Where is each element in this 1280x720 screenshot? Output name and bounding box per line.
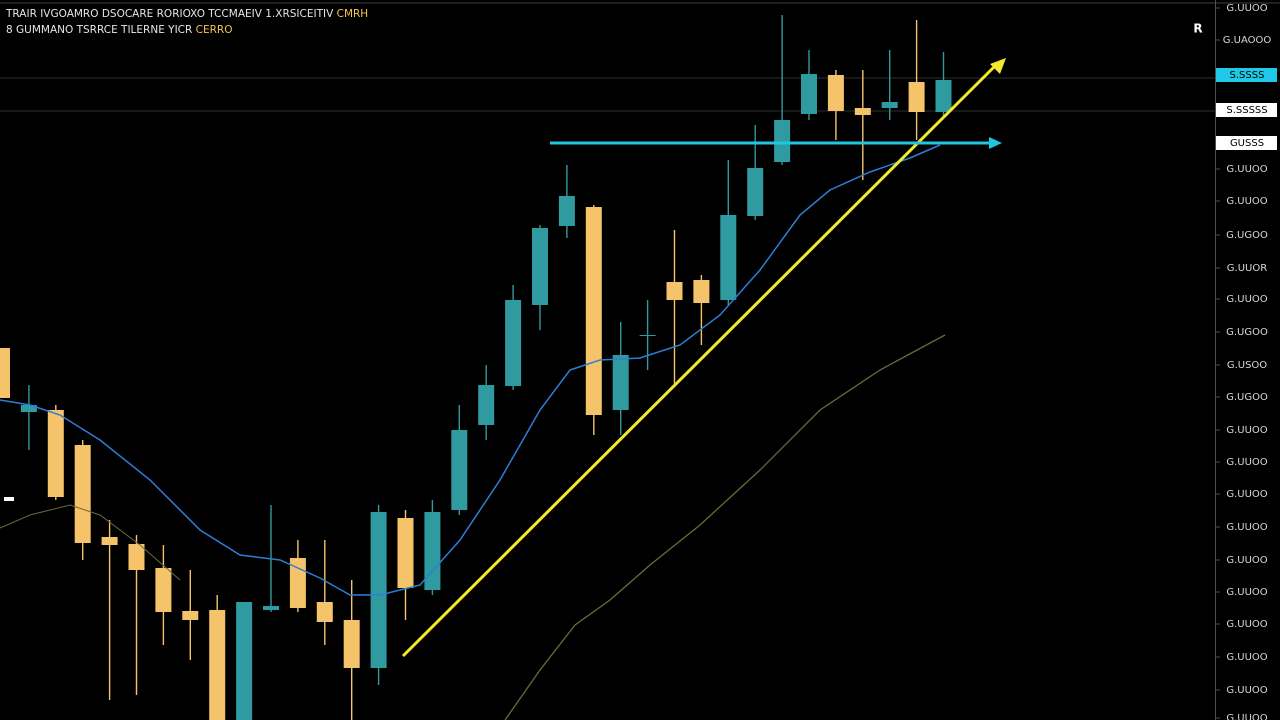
y-tick-label: G.UUOO: [1226, 489, 1267, 500]
candle-body: [801, 74, 817, 114]
y-tick-label: G.UUOO: [1226, 294, 1267, 305]
subtitle-highlight: CERRO: [196, 24, 233, 36]
candle-body: [370, 512, 387, 668]
candle-body: [585, 207, 602, 415]
y-tick-label: G.UUOO: [1226, 196, 1267, 207]
trend-arrow-head: [990, 58, 1006, 74]
marker: [4, 497, 14, 501]
candle-body: [505, 300, 522, 386]
moving-average-slow: [0, 504, 181, 581]
candle-body: [424, 512, 441, 590]
candle-body: [316, 602, 333, 622]
candle-body: [666, 282, 683, 300]
candle-body: [693, 280, 710, 303]
candle-body: [639, 335, 656, 336]
subtitle-text: 8 GUMMANO TSRRCE TILERNE YICR: [6, 24, 192, 36]
icon[interactable]: R: [1193, 22, 1202, 36]
y-tick-label: G.UUOO: [1226, 652, 1267, 663]
candle-body: [343, 620, 360, 668]
candle-body: [558, 196, 575, 226]
candle-body: [101, 537, 118, 545]
candles: [0, 15, 952, 720]
price-tag: [1216, 103, 1277, 117]
candle-body: [854, 108, 871, 115]
candle-body: [774, 120, 791, 162]
trend-line: [401, 64, 997, 658]
moving-average: [0, 144, 941, 596]
y-tick-label: G.UUOO: [1226, 685, 1267, 696]
resistance-arrow-head: [989, 137, 1002, 149]
candle-body: [881, 102, 898, 108]
candle-body: [128, 544, 145, 570]
candle-body: [397, 518, 414, 588]
candle-body: [532, 228, 548, 305]
y-tick-label: G.UUOO: [1226, 3, 1267, 14]
y-tick-label: G.UUOO: [1226, 425, 1267, 436]
chart-title: TRAIR IVGOAMRO DSOCARE RORIOXO TCCMAEIV …: [5, 8, 368, 20]
y-tick-label: G.UGOO: [1226, 327, 1268, 338]
y-tick-label: G.UAOOO: [1223, 35, 1272, 46]
candle-body: [612, 355, 629, 410]
y-tick-label: G.UGOO: [1226, 230, 1268, 241]
candle-body: [209, 610, 226, 720]
chart-subtitle: 8 GUMMANO TSRRCE TILERNE YICR CERRO: [6, 24, 232, 36]
price-tag: [1216, 68, 1277, 82]
y-tick-label: G.UUOO: [1226, 555, 1267, 566]
candle-body: [0, 348, 10, 398]
moving-average-slow: [504, 334, 946, 720]
candle-body: [182, 611, 199, 620]
y-tick-label: G.UUOR: [1227, 263, 1267, 274]
title-text: TRAIR IVGOAMRO DSOCARE RORIOXO TCCMAEIV …: [5, 8, 334, 20]
candle-body: [20, 405, 37, 412]
price-tag-label: S.SSSS: [1230, 70, 1265, 81]
y-tick-label: G.UUOO: [1226, 522, 1267, 533]
y-tick-label: G.UUOO: [1226, 457, 1267, 468]
candle-body: [747, 168, 764, 216]
price-tag: [1216, 136, 1277, 150]
candle-body: [935, 80, 952, 112]
candle-body: [74, 445, 91, 543]
candle-body: [720, 215, 737, 300]
candle-body: [263, 606, 279, 610]
candle-body: [478, 385, 495, 425]
candle-body: [451, 430, 468, 510]
y-tick-label: G.UUOO: [1226, 587, 1267, 598]
candle-body: [47, 410, 64, 497]
y-tick-label: G.UUOO: [1226, 164, 1267, 175]
y-tick-label: G.UGOO: [1226, 392, 1268, 403]
y-tick-label: G.UUOO: [1226, 713, 1267, 720]
price-tag-label: S.SSSSS: [1226, 105, 1267, 116]
candle-body: [155, 568, 172, 612]
title-highlight: CMRH: [337, 8, 369, 20]
y-tick-label: G.USOO: [1227, 360, 1267, 371]
candle-body: [908, 82, 925, 112]
y-tick-label: G.UUOO: [1226, 619, 1267, 630]
candle-body: [236, 602, 253, 720]
candle-body: [827, 75, 844, 111]
price-tag-label: GUSSS: [1230, 138, 1264, 149]
